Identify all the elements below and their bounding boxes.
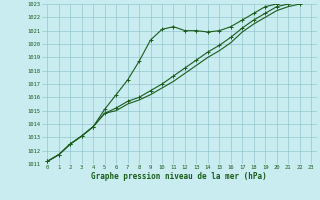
X-axis label: Graphe pression niveau de la mer (hPa): Graphe pression niveau de la mer (hPa) (91, 172, 267, 181)
